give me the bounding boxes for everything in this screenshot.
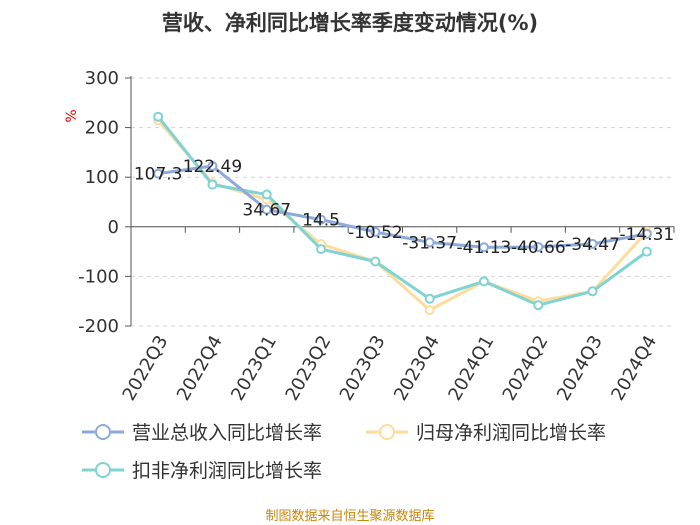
data-point bbox=[533, 300, 544, 311]
legend-item: 扣非净利润同比增长率 bbox=[82, 460, 322, 482]
chart-title: 营收、净利同比增长率季度变动情况(%) bbox=[162, 11, 538, 35]
data-point bbox=[424, 305, 435, 316]
data-label: -41.13 bbox=[457, 238, 512, 258]
data-point bbox=[153, 111, 164, 122]
data-point bbox=[641, 228, 652, 239]
x-tick-label: 2022Q4 bbox=[173, 332, 227, 404]
x-tick-label: 2023Q2 bbox=[281, 332, 335, 404]
data-label: 14.5 bbox=[302, 211, 340, 231]
data-point bbox=[153, 168, 164, 179]
data-label: 122.49 bbox=[183, 157, 242, 177]
data-label: 107.3 bbox=[134, 165, 183, 185]
legend-marker bbox=[379, 424, 395, 440]
data-point bbox=[424, 237, 435, 248]
x-tick-label: 2024Q2 bbox=[499, 332, 553, 404]
legend-label: 营业总收入同比增长率 bbox=[132, 422, 322, 444]
data-point bbox=[478, 276, 489, 287]
data-point bbox=[641, 246, 652, 257]
data-point bbox=[424, 293, 435, 304]
data-label: -40.66 bbox=[511, 238, 566, 258]
x-tick-label: 2022Q3 bbox=[119, 332, 173, 404]
legend-item: 营业总收入同比增长率 bbox=[82, 422, 322, 444]
y-tick-label: -100 bbox=[78, 266, 119, 287]
data-point bbox=[533, 241, 544, 252]
data-label: -14.31 bbox=[619, 225, 674, 245]
data-point bbox=[370, 256, 381, 267]
data-point bbox=[316, 214, 327, 225]
data-point bbox=[207, 161, 218, 172]
data-labels: 107.3 122.49 34.67 14.5 -10.52-31.37 -41.13 -4… bbox=[134, 157, 674, 258]
data-point bbox=[207, 179, 218, 190]
series-lines bbox=[153, 111, 652, 316]
data-point bbox=[261, 204, 272, 215]
data-label: 34.67 bbox=[242, 201, 291, 221]
y-tick-label: 100 bbox=[85, 167, 119, 188]
series-line bbox=[157, 119, 648, 312]
series-line bbox=[157, 164, 648, 249]
x-tick-label: 2023Q4 bbox=[390, 332, 444, 404]
x-tick-label: 2023Q3 bbox=[336, 332, 390, 404]
data-point bbox=[261, 189, 272, 200]
data-point bbox=[587, 238, 598, 249]
legend-item: 归母净利润同比增长率 bbox=[366, 422, 606, 444]
y-tick-label: 0 bbox=[108, 217, 119, 238]
data-point bbox=[316, 244, 327, 255]
data-point bbox=[370, 227, 381, 238]
legend-marker bbox=[95, 424, 111, 440]
legend-marker bbox=[95, 462, 111, 478]
source-note: 制图数据来自恒生聚源数据库 bbox=[265, 508, 434, 524]
x-tick-label: 2023Q1 bbox=[227, 332, 281, 404]
data-label: -10.52 bbox=[348, 223, 403, 243]
data-label: -34.47 bbox=[565, 235, 620, 255]
legend-label: 归母净利润同比增长率 bbox=[416, 422, 606, 444]
y-tick-label: -200 bbox=[78, 316, 119, 337]
legend-label: 扣非净利润同比增长率 bbox=[132, 460, 322, 482]
data-point bbox=[587, 286, 598, 297]
x-tick-label: 2024Q4 bbox=[607, 332, 661, 404]
y-axis-label: % bbox=[64, 109, 80, 122]
y-tick-label: 300 bbox=[85, 68, 119, 89]
data-point bbox=[478, 242, 489, 253]
data-label: -31.37 bbox=[402, 233, 457, 253]
x-tick-label: 2024Q1 bbox=[444, 332, 498, 404]
y-tick-label: 200 bbox=[85, 118, 119, 139]
x-tick-label: 2024Q3 bbox=[553, 332, 607, 404]
